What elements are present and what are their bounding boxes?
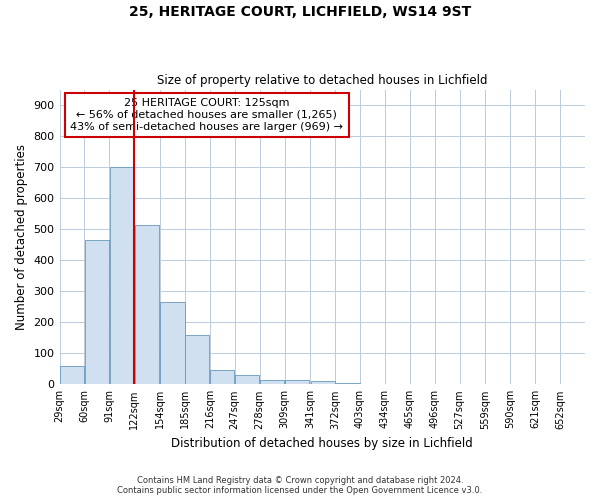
Bar	[160, 302, 185, 384]
Text: 25 HERITAGE COURT: 125sqm
← 56% of detached houses are smaller (1,265)
43% of se: 25 HERITAGE COURT: 125sqm ← 56% of detac…	[70, 98, 343, 132]
Bar	[110, 167, 134, 384]
Title: Size of property relative to detached houses in Lichfield: Size of property relative to detached ho…	[157, 74, 488, 87]
Bar	[260, 380, 284, 384]
Bar	[235, 375, 259, 384]
Bar	[285, 380, 309, 384]
Bar	[210, 370, 235, 384]
Bar	[185, 334, 209, 384]
X-axis label: Distribution of detached houses by size in Lichfield: Distribution of detached houses by size …	[172, 437, 473, 450]
Y-axis label: Number of detached properties: Number of detached properties	[15, 144, 28, 330]
Bar	[85, 240, 109, 384]
Bar	[60, 366, 84, 384]
Bar	[335, 383, 360, 384]
Text: 25, HERITAGE COURT, LICHFIELD, WS14 9ST: 25, HERITAGE COURT, LICHFIELD, WS14 9ST	[129, 5, 471, 19]
Bar	[311, 381, 335, 384]
Bar	[134, 224, 159, 384]
Text: Contains HM Land Registry data © Crown copyright and database right 2024.
Contai: Contains HM Land Registry data © Crown c…	[118, 476, 482, 495]
